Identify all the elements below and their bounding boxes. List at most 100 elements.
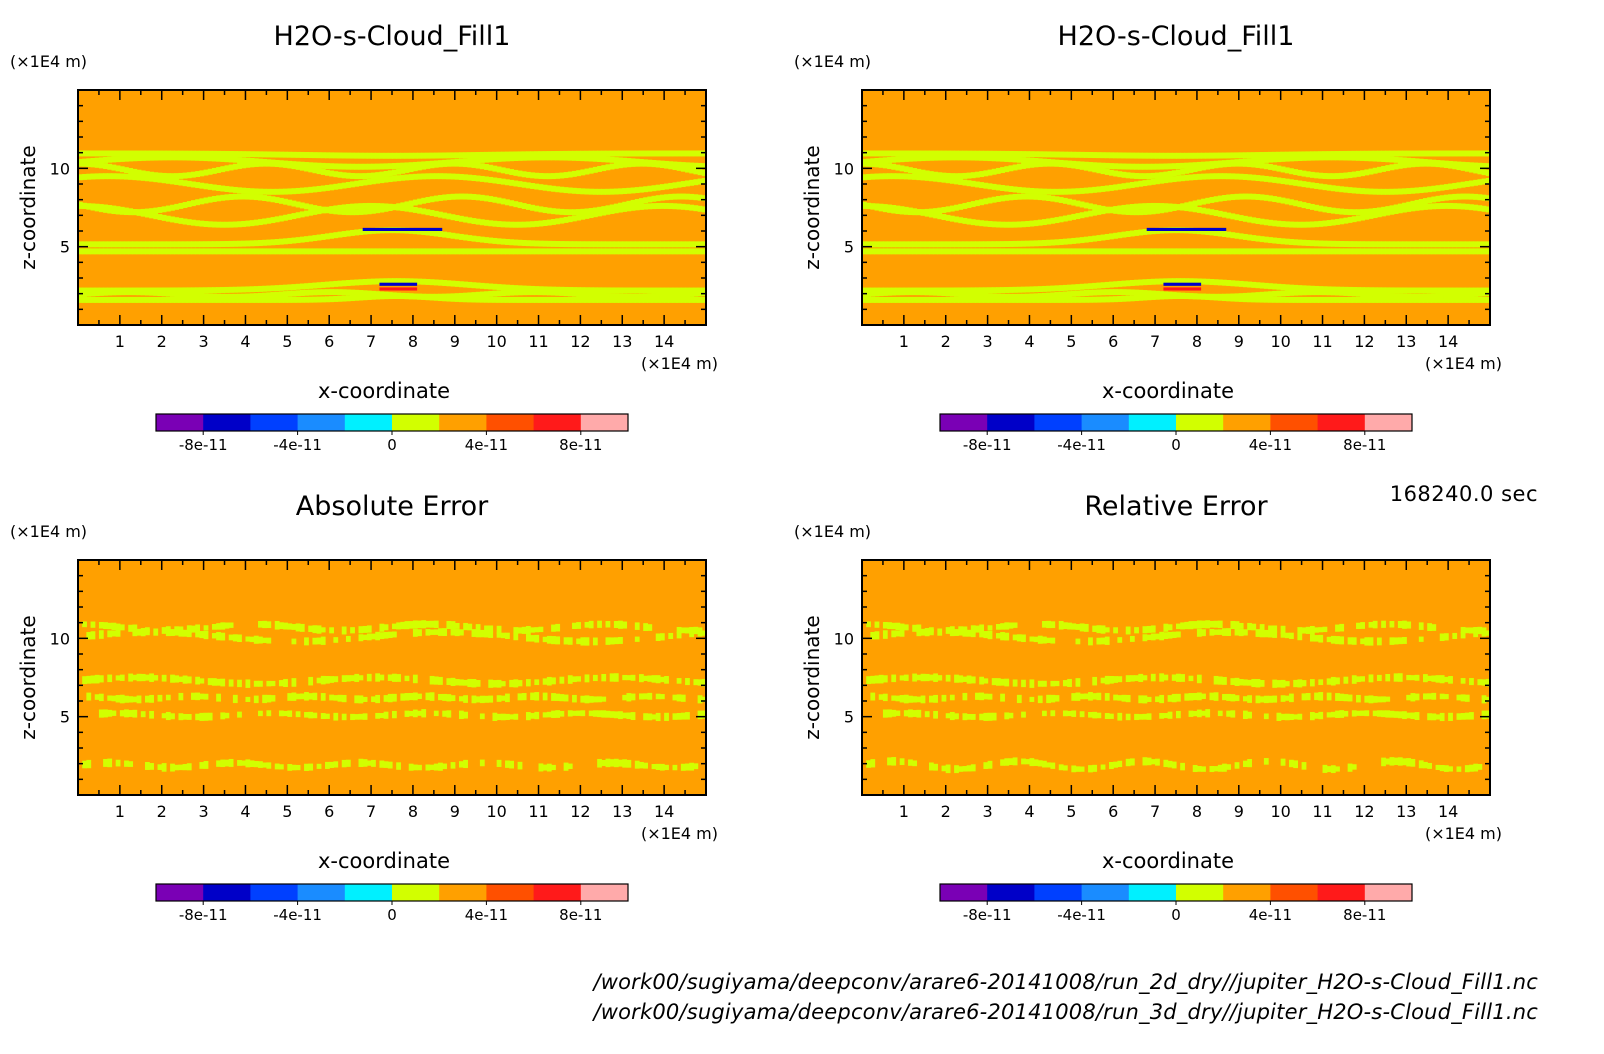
contour-cell [1385, 188, 1391, 195]
contour-cell [1192, 293, 1198, 300]
contour-cell [1067, 238, 1072, 245]
contour-cell [425, 620, 431, 628]
contour-cell [634, 204, 640, 211]
contour-cell [337, 248, 343, 255]
contour-cell [1129, 152, 1135, 159]
contour-cell [86, 241, 92, 248]
contour-cell [1481, 287, 1487, 294]
contour-cell [697, 287, 703, 294]
contour-cell [471, 248, 477, 255]
contour-cell [496, 632, 502, 638]
contour-cell [916, 209, 922, 216]
contour-cell [1255, 248, 1261, 255]
contour-cell [1226, 212, 1232, 219]
contour-cell [1125, 675, 1131, 683]
contour-cell [295, 212, 301, 219]
contour-cell [258, 296, 263, 303]
contour-cell [1385, 710, 1391, 718]
contour-cell [651, 714, 657, 720]
contour-cell [1067, 248, 1072, 255]
contour-cell [1326, 240, 1332, 247]
contour-cell [1046, 292, 1051, 299]
contour-cell [1385, 241, 1391, 248]
contour-cell [1217, 279, 1223, 286]
contour-cell [1448, 194, 1453, 201]
contour-cell [1217, 676, 1223, 685]
contour-cell [1385, 156, 1391, 163]
contour-cell [408, 692, 414, 701]
contour-cell [258, 219, 263, 226]
contour-cell [492, 177, 498, 184]
contour-cell [870, 632, 876, 640]
contour-cell [312, 282, 318, 289]
x-tick-label: 5 [1066, 802, 1076, 821]
contour-cell [1322, 286, 1328, 293]
contour-cell [937, 172, 943, 179]
contour-cell [475, 629, 481, 638]
contour-cell [995, 196, 1001, 202]
colorbar-tick-label: 4e-11 [465, 436, 508, 454]
contour-cell [165, 241, 171, 248]
contour-cell [605, 296, 611, 303]
x-tick-label: 9 [1234, 802, 1244, 821]
contour-cell [693, 179, 699, 186]
contour-cell [1280, 238, 1286, 245]
contour-cell [98, 287, 104, 294]
contour-cell [115, 150, 121, 157]
contour-cell [350, 713, 355, 721]
contour-cell [98, 150, 104, 157]
contour-cell [949, 215, 955, 222]
contour-cell [908, 296, 913, 303]
contour-cell [866, 150, 871, 157]
contour-cell [224, 622, 230, 629]
contour-cell [140, 711, 146, 718]
contour-cell [559, 676, 565, 684]
contour-cell [1335, 151, 1340, 157]
contour-cell [966, 218, 972, 225]
contour-cell [1251, 248, 1257, 255]
contour-cell [1406, 241, 1412, 248]
contour-cell [1096, 152, 1102, 159]
contour-cell [697, 296, 703, 303]
contour-cell [1280, 178, 1286, 185]
contour-cell [622, 694, 628, 701]
contour-cell [916, 624, 922, 633]
contour-cell [517, 154, 523, 161]
contour-cell [1376, 287, 1382, 294]
contour-cell [1000, 167, 1005, 174]
contour-cell [467, 193, 473, 200]
contour-cell [609, 248, 615, 255]
contour-cell [249, 220, 255, 227]
contour-cell [882, 630, 888, 639]
contour-cell [111, 164, 117, 171]
contour-cell [1464, 712, 1470, 720]
contour-cell [1163, 171, 1169, 178]
contour-cell [232, 296, 238, 303]
contour-cell [128, 710, 134, 717]
contour-cell [1473, 763, 1479, 772]
contour-cell [392, 673, 397, 682]
contour-cell [182, 180, 188, 187]
contour-cell [1242, 679, 1248, 686]
contour-cell [530, 183, 535, 189]
contour-cell [287, 290, 293, 297]
contour-cell [1452, 287, 1458, 294]
contour-cell [1326, 296, 1332, 303]
contour-cell [1427, 248, 1432, 255]
contour-cell [659, 694, 665, 700]
contour-cell [924, 170, 930, 177]
contour-cell [895, 150, 901, 157]
contour-cell [584, 208, 590, 215]
contour-cell [1460, 164, 1466, 171]
contour-cell [249, 248, 255, 255]
contour-cell [659, 293, 665, 299]
contour-cell [345, 675, 351, 682]
contour-cell [1477, 162, 1483, 169]
contour-cell [987, 221, 993, 227]
x-tick-label: 6 [324, 332, 334, 351]
contour-cell [165, 173, 171, 180]
contour-cell [1238, 280, 1244, 287]
contour-cell [157, 207, 163, 213]
contour-cell [1335, 766, 1340, 772]
